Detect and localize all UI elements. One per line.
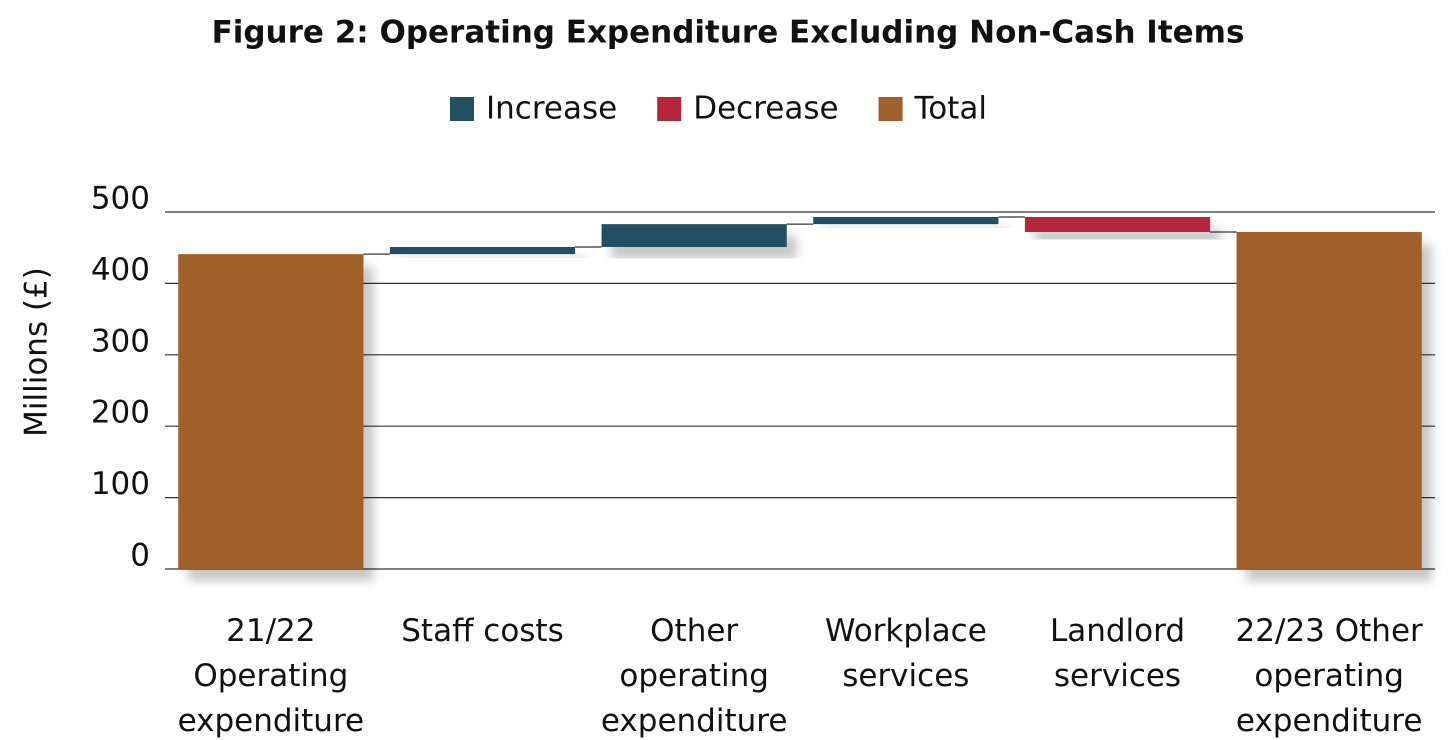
bar (1024, 216, 1211, 232)
x-tick-label: 22/23 Other operating expenditure (1236, 613, 1423, 739)
legend-swatch (450, 97, 474, 121)
bar (601, 224, 787, 247)
x-tick-label: Staff costs (401, 613, 564, 649)
x-tick-label: Landlord services (1050, 613, 1185, 694)
legend-label: Decrease (693, 91, 838, 127)
chart-title: Figure 2: Operating Expenditure Excludin… (212, 15, 1245, 51)
y-tick-label: 100 (91, 466, 150, 502)
legend-label: Total (914, 91, 987, 127)
legend-label: Increase (486, 91, 617, 127)
bar (178, 254, 364, 569)
y-tick-label: 200 (91, 395, 150, 431)
y-axis-label: Millions (£) (19, 267, 55, 437)
y-tick-label: 300 (91, 323, 150, 359)
bar (813, 216, 999, 225)
y-tick-label: 500 (91, 181, 150, 217)
bar (1236, 231, 1422, 569)
x-tick-label: Workplace services (825, 613, 987, 694)
legend: Increase Decrease Total (450, 91, 987, 127)
legend-swatch (878, 97, 903, 121)
y-tick-label: 400 (91, 252, 150, 288)
x-tick-label: 21/22 Operating expenditure (178, 613, 365, 739)
y-tick-label: 0 (130, 538, 150, 574)
x-tick-label: Other operating expenditure (601, 613, 788, 739)
legend-swatch (657, 97, 682, 121)
grid: 0 100 200 300 400 500 (91, 181, 1435, 574)
bar (389, 246, 576, 255)
